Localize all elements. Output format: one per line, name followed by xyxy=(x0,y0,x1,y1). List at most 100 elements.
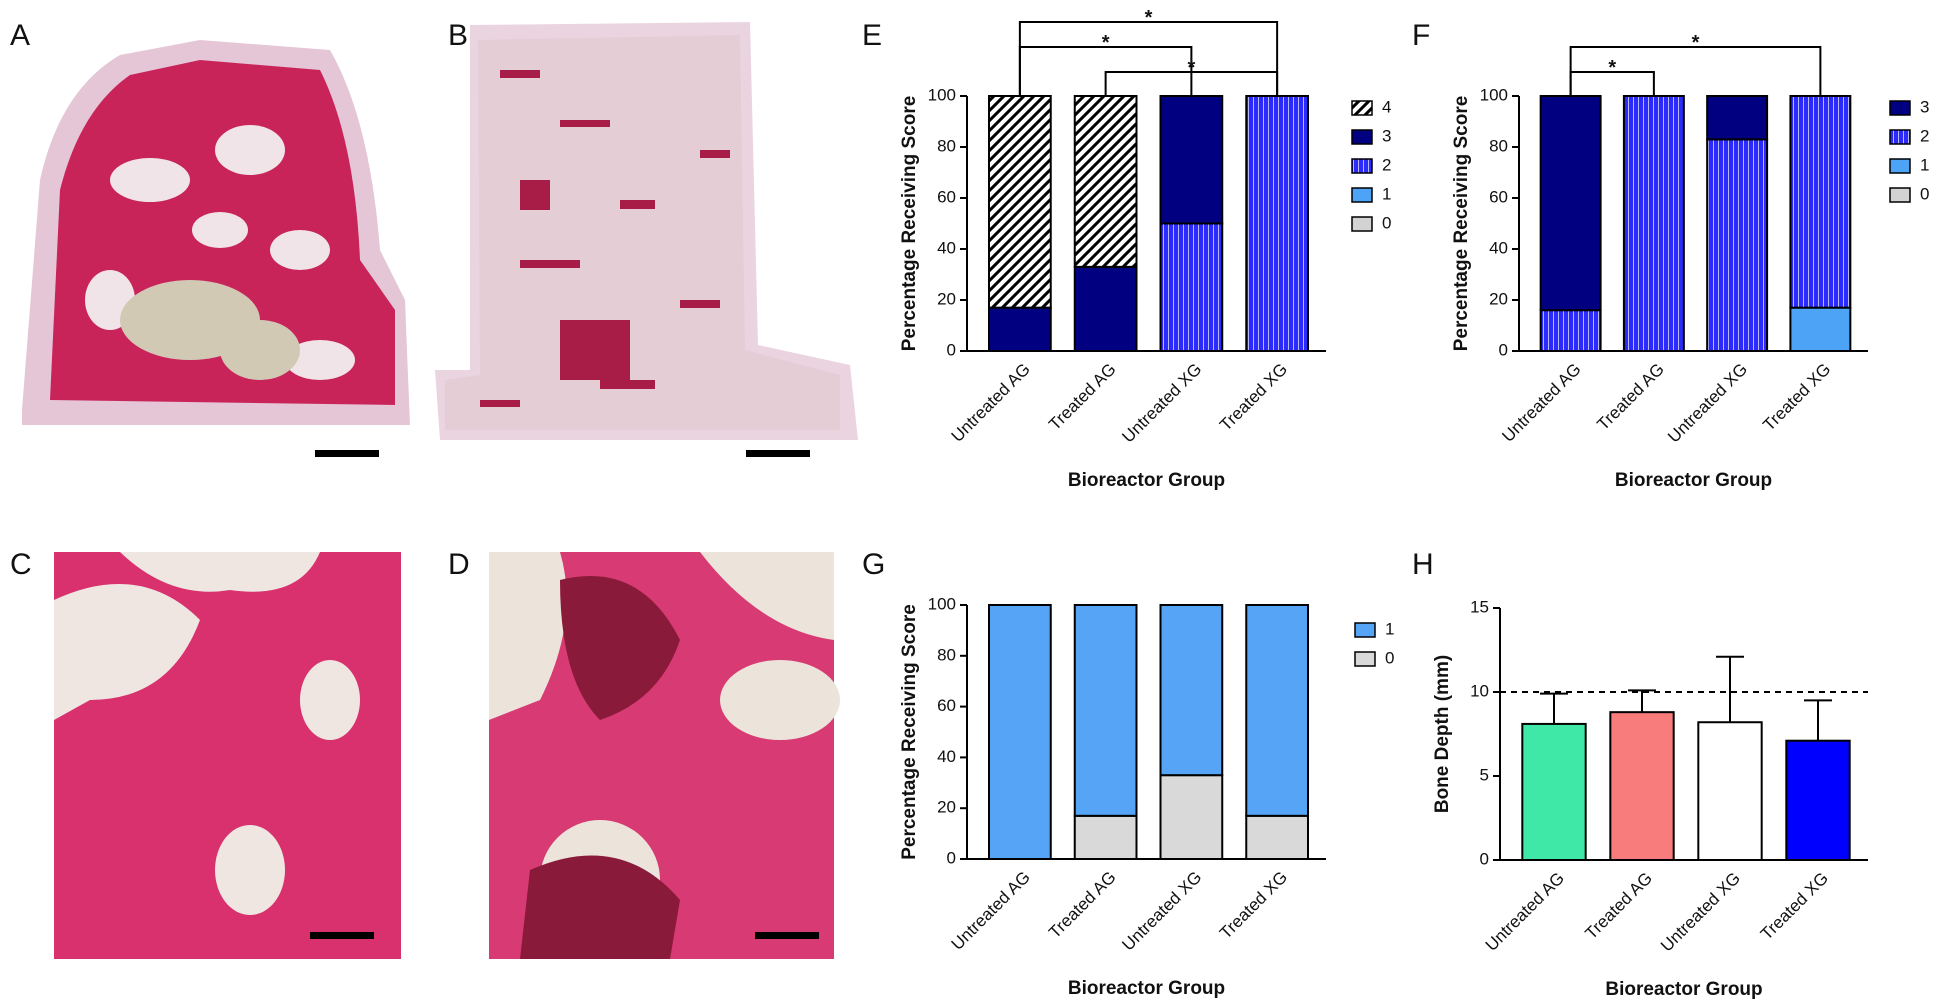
x-tick-label: Untreated AG xyxy=(1498,360,1584,446)
bar-segment xyxy=(1706,95,1769,141)
bar-segment xyxy=(1073,265,1138,353)
y-tick-label: 0 xyxy=(947,848,956,867)
y-tick-label: 20 xyxy=(1489,289,1508,308)
bar xyxy=(1521,722,1587,861)
legend-swatch xyxy=(1351,216,1373,232)
image-c xyxy=(54,552,401,959)
x-tick-label: Treated XG xyxy=(1216,360,1291,435)
x-tick-label: Treated AG xyxy=(1045,360,1119,434)
y-tick-label: 80 xyxy=(937,136,956,155)
x-tick-label: Untreated XG xyxy=(1118,360,1205,447)
bar xyxy=(1697,721,1763,861)
legend-label: 4 xyxy=(1382,97,1391,116)
panel-label: D xyxy=(448,548,470,581)
legend-swatch xyxy=(1889,100,1911,116)
y-tick-label: 60 xyxy=(1489,187,1508,206)
y-axis-title: Percentage Receiving Score xyxy=(899,604,920,860)
bar-segment xyxy=(1539,95,1602,312)
bar-segment xyxy=(1245,95,1309,352)
bar-segment xyxy=(1073,604,1138,817)
bar-segment xyxy=(1622,95,1685,352)
y-axis-title: Bone Depth (mm) xyxy=(1432,655,1453,813)
image-d xyxy=(489,552,840,959)
y-tick-label: 100 xyxy=(928,594,956,613)
x-tick-label: Untreated AG xyxy=(948,868,1034,954)
y-tick-label: 40 xyxy=(1489,238,1508,257)
y-tick-label: 80 xyxy=(937,645,956,664)
significance-bracket xyxy=(1018,21,1279,96)
x-tick-label: Treated XG xyxy=(1757,869,1832,944)
panel-label: H xyxy=(1412,548,1434,581)
bar xyxy=(1785,739,1851,861)
bar-segment xyxy=(1789,306,1852,352)
y-axis-title: Percentage Receiving Score xyxy=(1451,96,1472,352)
y-tick-label: 40 xyxy=(937,238,956,257)
legend-label: 3 xyxy=(1920,97,1929,116)
legend-swatch xyxy=(1354,622,1376,638)
significance-label: * xyxy=(1608,57,1616,79)
bar-segment xyxy=(988,95,1052,309)
y-tick-label: 0 xyxy=(947,340,956,359)
legend-swatch xyxy=(1889,158,1911,174)
panel-label: C xyxy=(10,548,32,581)
bar-segment xyxy=(1073,95,1138,268)
legend-label: 0 xyxy=(1920,184,1929,203)
panel-label: G xyxy=(862,548,885,581)
significance-label: * xyxy=(1145,7,1153,29)
y-tick-label: 10 xyxy=(1470,681,1489,700)
y-tick-label: 0 xyxy=(1499,340,1508,359)
x-tick-label: Treated XG xyxy=(1216,868,1291,943)
y-tick-label: 100 xyxy=(1480,85,1508,104)
x-axis-title: Bioreactor Group xyxy=(1068,978,1225,999)
x-tick-label: Treated AG xyxy=(1593,360,1667,434)
x-tick-label: Untreated AG xyxy=(1482,869,1568,955)
x-tick-label: Treated XG xyxy=(1759,360,1834,435)
significance-bracket xyxy=(1569,71,1655,96)
legend-label: 1 xyxy=(1382,184,1391,203)
legend-label: 2 xyxy=(1920,126,1929,145)
legend-label: 1 xyxy=(1920,155,1929,174)
y-tick-label: 20 xyxy=(937,289,956,308)
legend-swatch xyxy=(1354,651,1376,667)
y-tick-label: 15 xyxy=(1470,597,1489,616)
legend-label: 3 xyxy=(1382,126,1391,145)
legend-swatch xyxy=(1351,129,1373,145)
bar-segment xyxy=(1159,222,1224,352)
bar-segment xyxy=(1073,814,1138,861)
legend-label: 2 xyxy=(1382,155,1391,174)
legend-label: 1 xyxy=(1385,619,1394,638)
significance-label: * xyxy=(1692,32,1700,54)
x-axis-title: Bioreactor Group xyxy=(1068,470,1225,491)
legend-swatch xyxy=(1351,158,1373,174)
bar-segment xyxy=(988,306,1052,352)
x-tick-label: Untreated XG xyxy=(1118,868,1205,955)
y-tick-label: 80 xyxy=(1489,136,1508,155)
x-tick-label: Treated AG xyxy=(1045,868,1119,942)
y-tick-label: 60 xyxy=(937,696,956,715)
x-axis-title: Bioreactor Group xyxy=(1605,979,1762,1000)
legend-label: 0 xyxy=(1382,213,1391,232)
image-a xyxy=(22,40,410,457)
panel-label: B xyxy=(448,19,468,52)
legend-swatch xyxy=(1351,187,1373,203)
y-tick-label: 40 xyxy=(937,747,956,766)
panel-label: E xyxy=(862,19,882,52)
x-axis-title: Bioreactor Group xyxy=(1615,470,1772,491)
y-tick-label: 0 xyxy=(1480,849,1489,868)
bar-segment xyxy=(1245,604,1309,817)
legend-swatch xyxy=(1889,187,1911,203)
legend-swatch xyxy=(1889,129,1911,145)
bar-segment xyxy=(1159,604,1224,777)
y-axis-title: Percentage Receiving Score xyxy=(899,96,920,352)
image-b xyxy=(435,22,858,457)
y-tick-label: 20 xyxy=(937,798,956,817)
bar xyxy=(1609,711,1675,861)
bar-segment xyxy=(1539,309,1602,353)
panel-label: F xyxy=(1412,19,1430,52)
y-tick-label: 60 xyxy=(937,187,956,206)
panel-label: A xyxy=(10,19,30,52)
significance-label: * xyxy=(1187,57,1195,79)
x-tick-label: Treated AG xyxy=(1582,869,1656,943)
bar-segment xyxy=(1159,774,1224,860)
